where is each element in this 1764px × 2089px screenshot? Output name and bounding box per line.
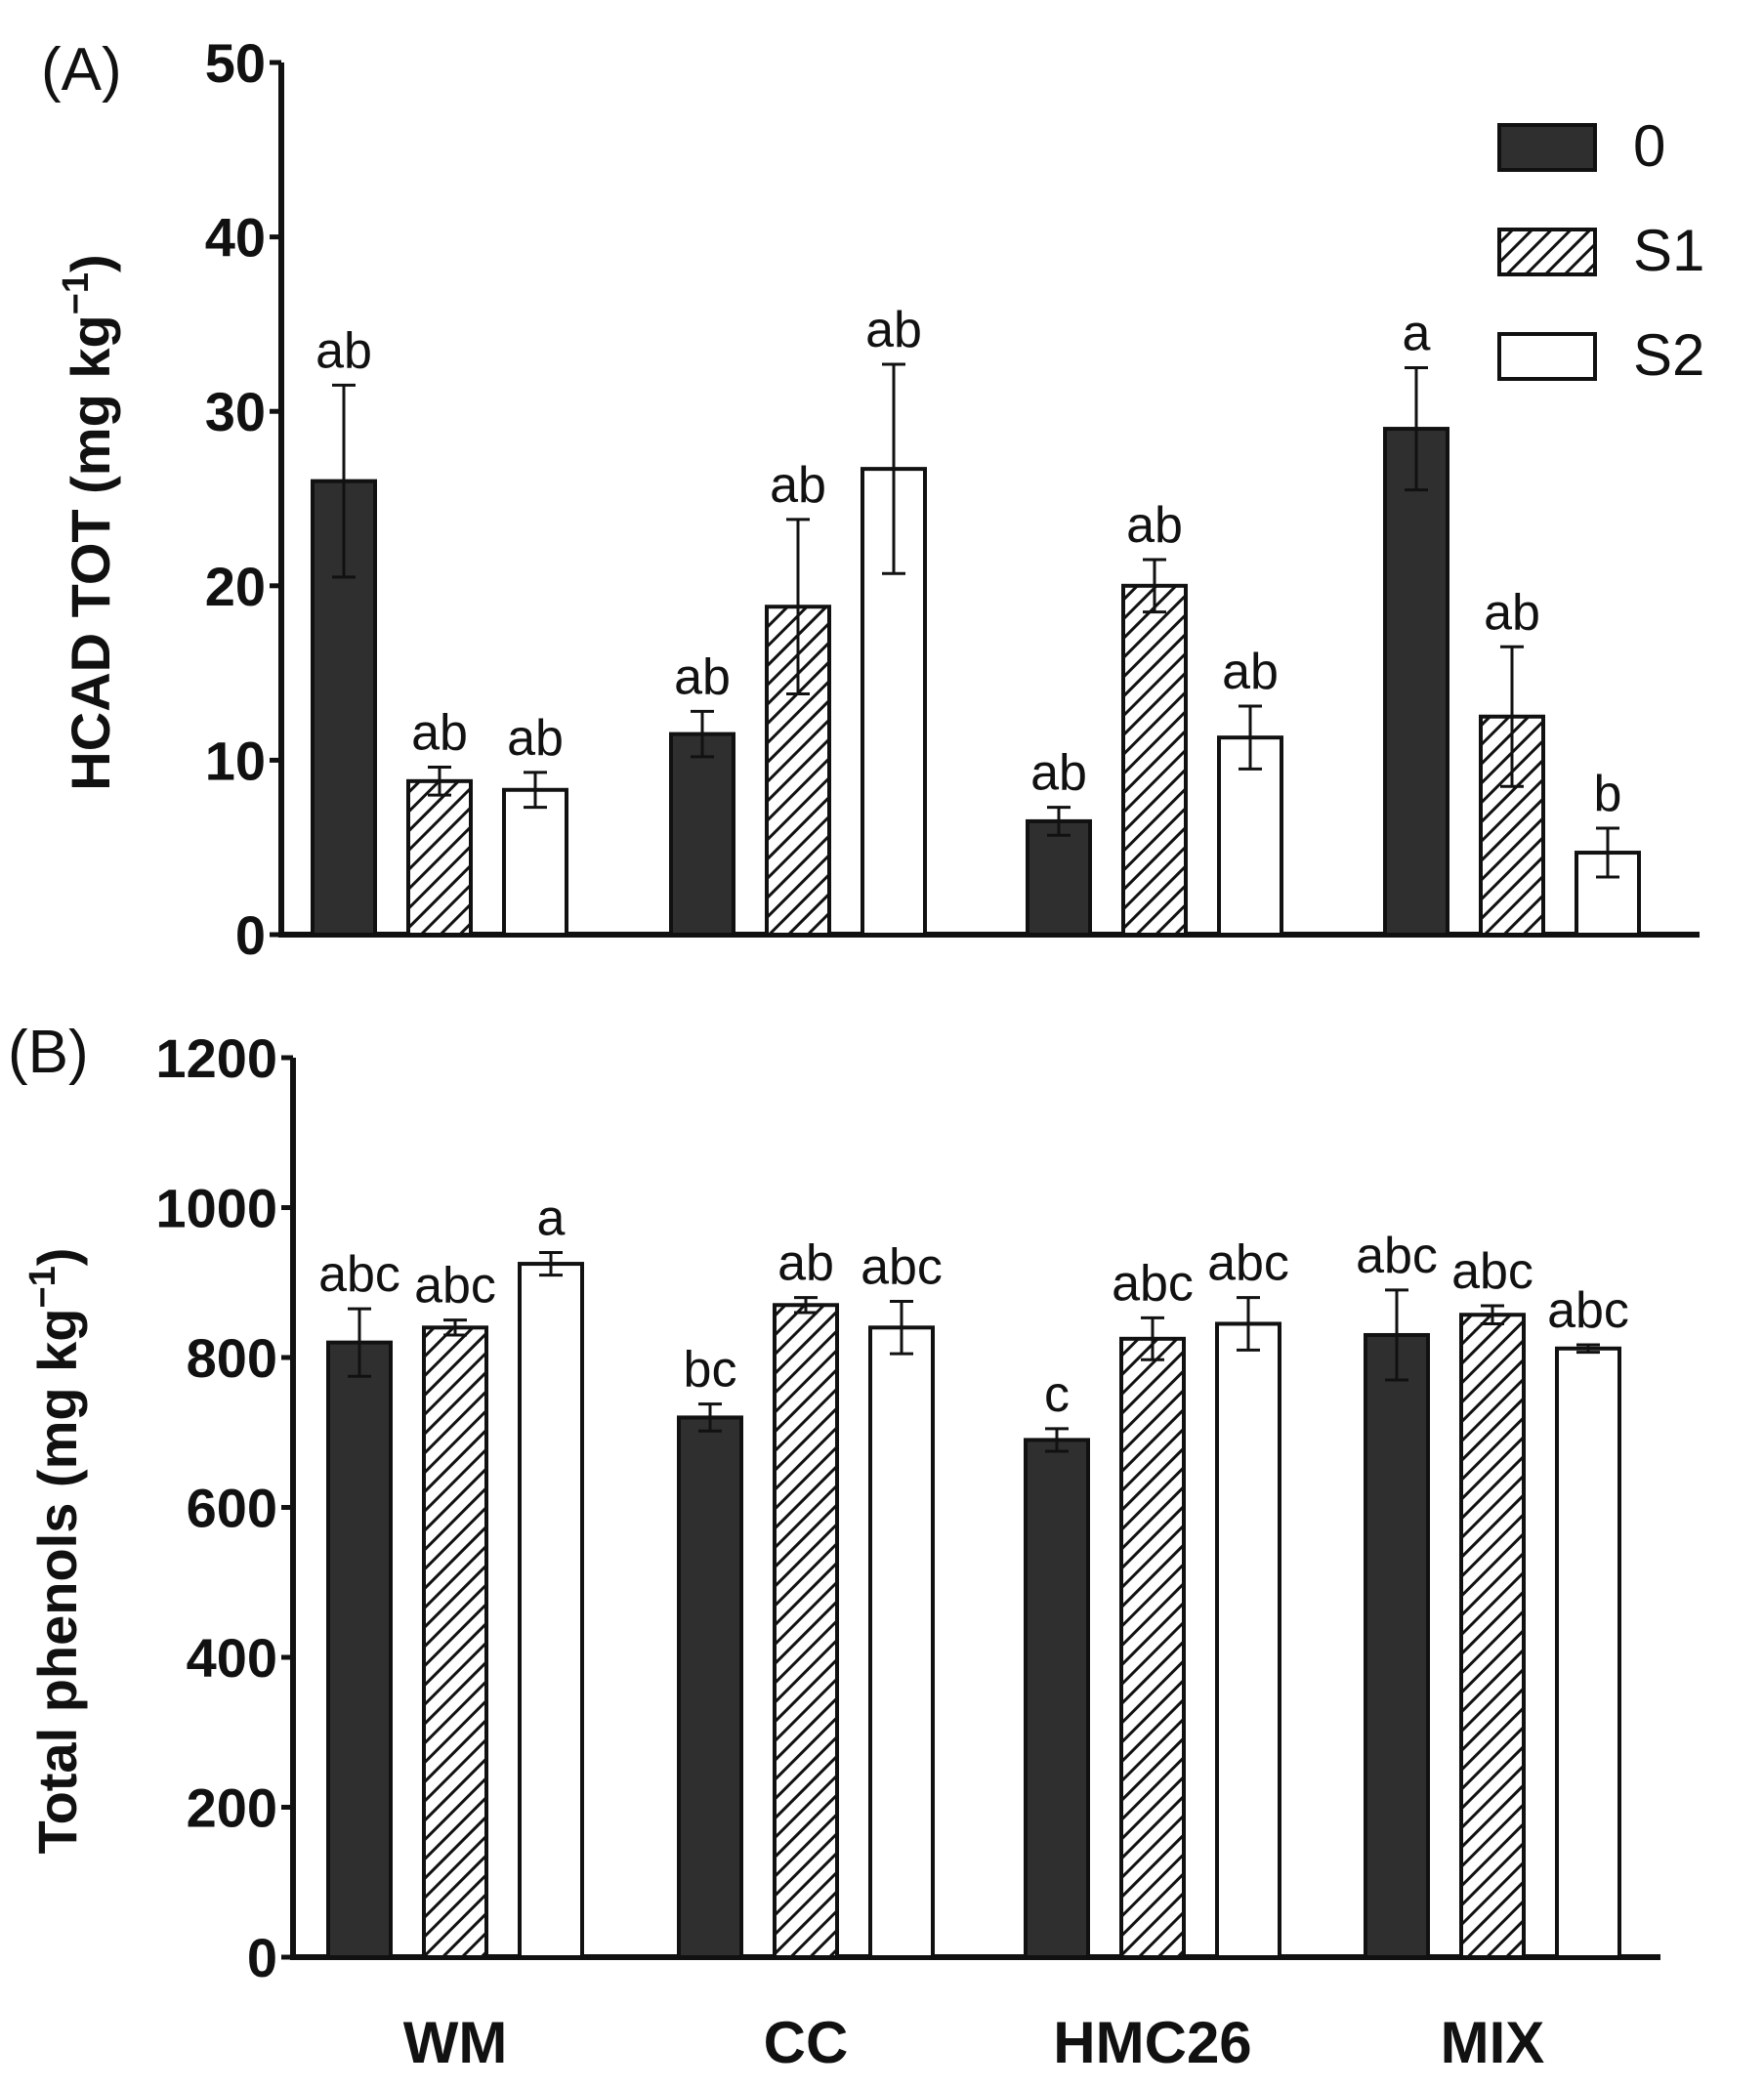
legend-label-s1: S1	[1633, 218, 1704, 283]
significance-letter: ab	[865, 302, 922, 358]
significance-letter: bc	[684, 1342, 737, 1399]
significance-letter: c	[1044, 1366, 1070, 1423]
legend-swatch-s1	[1497, 228, 1597, 276]
significance-letter: a	[537, 1191, 566, 1247]
significance-letter: ab	[1222, 644, 1279, 700]
category-labels: WM CC HMC26 MIX	[403, 2010, 1545, 2075]
category-label-wm: WM	[403, 2010, 508, 2075]
bar-0-mix	[1383, 427, 1449, 937]
bar-s1-hmc26	[1121, 583, 1188, 937]
significance-letter: abc	[1112, 1255, 1194, 1312]
significance-letter: ab	[1484, 584, 1540, 641]
bar-s1-cc	[773, 1303, 839, 1959]
bar-s1-wm	[422, 1325, 488, 1960]
significance-letter: a	[1403, 306, 1431, 362]
panel-b-y-tick-label: 200	[187, 1777, 277, 1839]
bar-s1-mix	[1459, 1313, 1526, 1959]
panel-a-y-tick-label: 10	[205, 730, 266, 791]
panel-a-label: (A)	[41, 36, 122, 104]
significance-letter: ab	[411, 705, 468, 762]
panel-b: (B) Total phenols (mg kg−1) 0 200 400 600 80…	[8, 1019, 1660, 2075]
panel-b-y-tick-label: 1200	[155, 1027, 277, 1089]
significance-letter: abc	[1451, 1243, 1533, 1300]
legend: 0 S1 S2	[1497, 113, 1704, 388]
significance-letter: abc	[318, 1246, 400, 1303]
legend-swatch-s2	[1497, 332, 1597, 381]
category-label-cc: CC	[764, 2010, 849, 2075]
legend-label-s2: S2	[1633, 322, 1704, 388]
panel-a-y-tick-label: 20	[205, 556, 266, 617]
panel-b-axes: 0 200 400 600 800 1000 1200	[155, 1027, 1660, 1988]
legend-label-0: 0	[1633, 113, 1665, 179]
legend-swatch-0	[1497, 123, 1597, 172]
significance-letter: ab	[1030, 745, 1087, 802]
significance-letter: ab	[777, 1235, 834, 1292]
bar-s1-hmc26	[1119, 1336, 1186, 1959]
significance-letter: ab	[315, 322, 372, 379]
panel-b-label: (B)	[8, 1019, 89, 1086]
bar-0-hmc26	[1024, 1438, 1090, 1960]
bar-s2-hmc26	[1215, 1321, 1281, 1959]
bar-0-cc	[677, 1415, 743, 1959]
category-label-hmc26: HMC26	[1053, 2010, 1251, 2075]
panel-b-y-tick-label: 600	[187, 1478, 277, 1539]
bar-s2-mix	[1555, 1346, 1621, 1960]
significance-letter: ab	[507, 710, 564, 767]
bar-s2-cc	[868, 1325, 935, 1960]
panel-b-y-axis-label: Total phenols (mg kg−1)	[22, 1248, 88, 1855]
panel-b-y-tick-label: 0	[247, 1927, 277, 1988]
significance-letter: ab	[674, 648, 731, 705]
category-label-mix: MIX	[1441, 2010, 1545, 2075]
bar-s2-wm	[502, 787, 568, 938]
significance-letter: ab	[770, 457, 826, 514]
bar-s1-wm	[406, 778, 473, 937]
significance-letter: ab	[1126, 497, 1183, 554]
bar-0-hmc26	[1026, 818, 1092, 937]
significance-letter: b	[1594, 766, 1622, 822]
bar-s2-wm	[518, 1262, 584, 1959]
significance-letter: abc	[1547, 1282, 1629, 1339]
panel-a-y-tick-label: 30	[205, 381, 266, 442]
panel-b-y-tick-label: 400	[187, 1627, 277, 1689]
panel-a-y-axis-label: HCAD TOT (mg kg−1)	[56, 254, 121, 790]
significance-letter: abc	[1356, 1228, 1438, 1284]
bar-0-wm	[326, 1340, 393, 1959]
panel-b-y-tick-label: 800	[187, 1327, 277, 1389]
panel-a-y-tick-label: 40	[205, 207, 266, 269]
panel-a-y-tick-label: 0	[235, 904, 266, 966]
significance-letter: abc	[1207, 1235, 1289, 1292]
panel-a-y-tick-label: 50	[205, 32, 266, 94]
significance-letter: abc	[414, 1258, 496, 1315]
bar-0-mix	[1364, 1332, 1430, 1959]
bar-0-cc	[669, 731, 735, 937]
significance-letter: abc	[861, 1238, 943, 1295]
panel-b-y-tick-label: 1000	[155, 1178, 277, 1239]
